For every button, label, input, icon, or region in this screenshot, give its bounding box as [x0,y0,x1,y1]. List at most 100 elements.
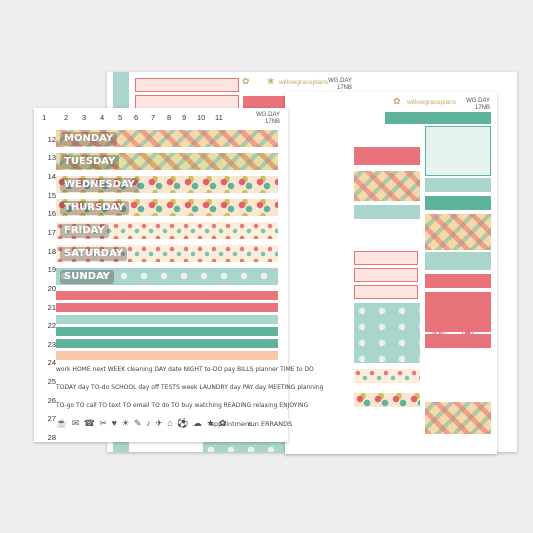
scissors-icon: ✂ [99,418,109,428]
row-number: 14 [47,172,56,181]
middle-lightteal-block [425,252,491,270]
music-icon: ♪ [146,418,152,428]
row-number: 18 [47,247,56,256]
sun-icon: ☀ [121,418,131,428]
column-number: 9 [182,113,187,122]
middle-brand: willowgraceplans [407,99,457,106]
back-top-box-1 [135,78,239,92]
back-brand: willowgraceplans [279,79,329,86]
column-number: 6 [134,113,139,122]
back-top-box-2 [135,95,239,109]
word-stickers-row-3: TO-go TO call TO text TO email TO do TO … [56,402,309,409]
potted-flowers-icon-2: ❀ [461,326,475,343]
front-header-code: WG.DAY [256,112,280,118]
back-header-code: WG.DAY [328,78,352,84]
row-number: 13 [47,153,56,162]
column-number: 3 [82,113,87,122]
run-errands-word: run ERRANDS [248,420,293,428]
phone-icon: ☎ [83,418,97,428]
day-strip-wednesday: WEDNESDAY [56,176,278,193]
potted-flowers-icon: ❁ [431,326,445,343]
inner-flowers [354,393,420,407]
column-number: 5 [118,113,123,122]
day-strip-sunday: SUNDAY [56,268,278,285]
inner-floral [354,303,420,363]
column-number: 4 [100,113,105,122]
word-stickers-row-2: TODAY day TO-do SCHOOL day off TESTS wee… [56,384,324,391]
day-label-thursday: THURSDAY [60,201,129,215]
flower-icon: ✿ [218,418,228,428]
washi-lightteal-1 [56,315,278,324]
washi-teal-1 [56,327,278,336]
middle-salmon-2 [425,334,491,348]
row-number: 20 [47,284,56,293]
row-number: 26 [47,396,56,405]
inner-salmon-1 [354,147,420,165]
row-number: 24 [47,358,56,367]
inner-lightteal [354,205,420,219]
day-label-tuesday: TUESDAY [60,155,120,169]
ball-icon: ⚽ [177,418,190,428]
washi-teal-2 [56,339,278,348]
row-number: 28 [47,433,56,442]
front-header-number: 17NB [264,119,280,125]
middle-lightteal-bar [425,178,491,192]
day-label-friday: FRIDAY [60,224,109,238]
inner-plaid [354,171,420,201]
back-header: WG.DAY 17NB [317,78,352,92]
appointment-word: appointment [210,420,252,428]
house-icon: ⌂ [167,418,174,428]
day-label-saturday: SATURDAY [60,247,128,261]
icon-stickers-row: ☕ ✉ ☎ ✂ ♥ ☀ ✎ ♪ ✈ ⌂ ⚽ ☁ ★ ✿ [56,418,227,432]
inner-pink-box-2 [354,268,418,282]
plane-icon: ✈ [155,418,164,428]
cloud-icon: ☁ [192,418,203,428]
back-header-number: 17NB [336,85,352,91]
gift-icon: ✿ [393,96,401,106]
day-label-monday: MONDAY [60,132,118,146]
row-number: 25 [47,377,56,386]
row-number: 19 [47,265,56,274]
day-strip-thursday: THURSDAY [56,199,278,216]
inner-pink-box-1 [354,251,418,265]
middle-teal-bar-2 [425,196,491,210]
middle-header-number: 17NB [474,105,490,111]
column-number: 2 [64,113,69,122]
middle-teal-box [425,126,491,176]
middle-teal-bar [385,112,491,124]
day-strip-friday: FRIDAY [56,222,278,239]
coffee-icon: ☕ [56,418,69,428]
inner-sticker-sheet [350,125,430,455]
middle-plaid [425,214,491,250]
day-label-sunday: SUNDAY [60,270,115,284]
middle-salmon-1 [425,274,491,288]
washi-peach [56,351,278,360]
column-number: 8 [167,113,172,122]
middle-header: WG.DAY 17NB [455,98,490,112]
washi-salmon-1 [56,291,278,300]
bee-sketch-icon: ❀ [267,76,275,86]
column-number: 10 [197,113,206,122]
middle-plaid-2 [425,402,491,434]
day-strip-monday: MONDAY [56,130,278,147]
star-icon: ★ [206,418,216,428]
row-number: 16 [47,209,56,218]
pencil-icon: ✎ [134,418,143,428]
row-number: 12 [47,135,56,144]
row-number: 15 [47,191,56,200]
row-number: 17 [47,228,56,237]
middle-salmon-box [425,292,491,332]
column-number: 7 [151,113,156,122]
row-number: 21 [47,303,56,312]
inner-dots [354,369,420,383]
row-number: 23 [47,340,56,349]
row-number: 22 [47,321,56,330]
column-number: 11 [215,113,223,122]
column-number: 1 [42,113,47,122]
front-header: WG.DAY 17NB [244,112,280,126]
word-stickers-row-1: work HOME next WEEK cleaning DAY date NI… [56,366,314,373]
washi-salmon-2 [56,303,278,312]
mail-icon: ✉ [71,418,81,428]
inner-pink-box-3 [354,285,418,299]
heart-icon: ♥ [111,418,118,428]
